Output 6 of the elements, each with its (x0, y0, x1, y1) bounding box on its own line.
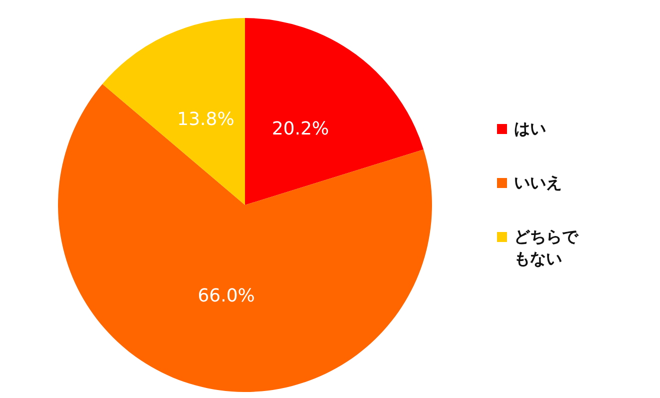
legend-label: どちらでもない (514, 226, 580, 270)
data-label: 13.8% (177, 108, 234, 130)
data-label: 66.0% (198, 285, 255, 306)
data-label: 20.2% (272, 118, 330, 140)
legend-label: いいえ (514, 172, 563, 194)
legend-label: はい (514, 118, 547, 140)
